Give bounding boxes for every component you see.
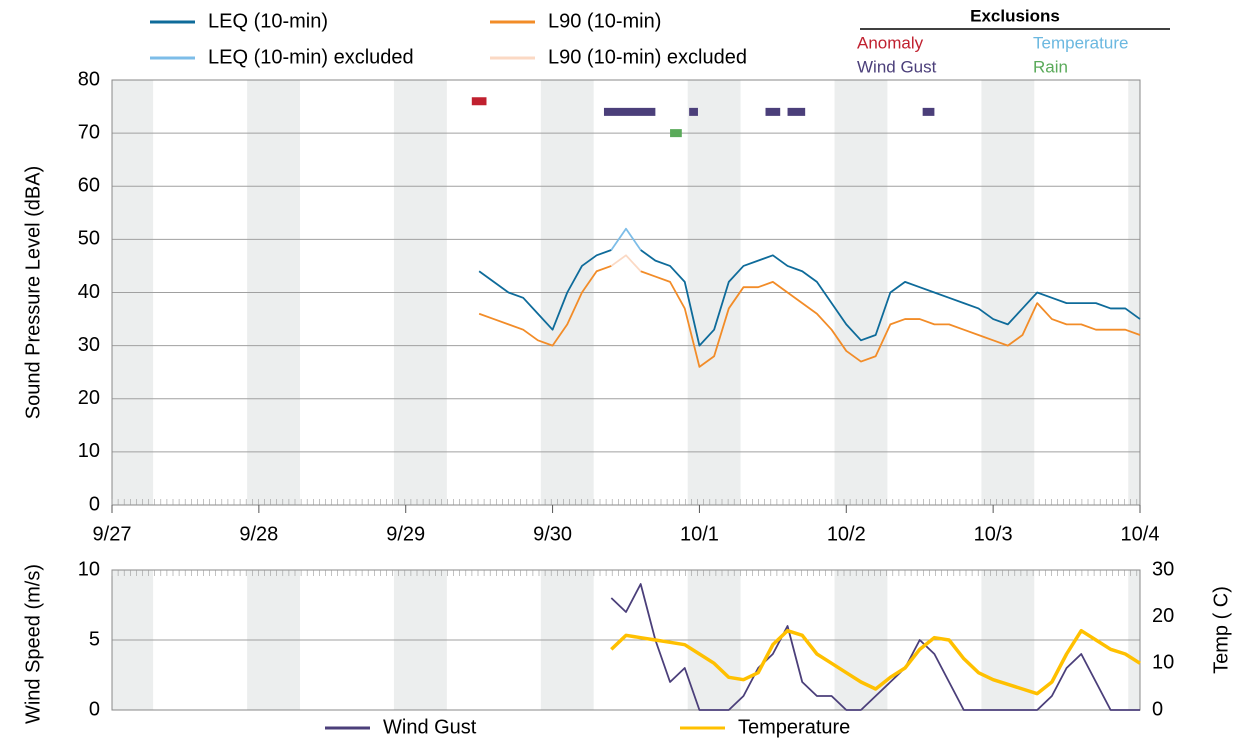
x-tick-label: 9/29 — [386, 523, 425, 545]
y-tick-label: 10 — [78, 558, 100, 580]
exclusion-mark — [787, 107, 806, 116]
y-tick-label: 60 — [78, 175, 100, 197]
legend-label: L90 (10-min) excluded — [548, 46, 747, 68]
legend-label: LEQ (10-min) excluded — [208, 46, 414, 68]
exclusion-mark — [689, 107, 698, 116]
data-line — [478, 249, 1141, 347]
legend-label: L90 (10-min) — [548, 10, 661, 32]
y-tick-label: 70 — [78, 121, 100, 143]
exclusion-label: Anomaly — [857, 33, 924, 52]
x-tick-label: 9/27 — [93, 523, 132, 545]
y2-tick-label: 10 — [1152, 652, 1174, 674]
data-line — [610, 227, 642, 251]
y-axis-label: Sound Pressure Level (dBA) — [22, 166, 44, 419]
y-tick-label: 10 — [78, 440, 100, 462]
y-axis-label: Wind Speed (m/s) — [22, 564, 44, 724]
legend-label: LEQ (10-min) — [208, 10, 328, 32]
y-tick-label: 20 — [78, 387, 100, 409]
y2-axis-label: Temp ( C) — [1210, 586, 1232, 674]
y-tick-label: 30 — [78, 334, 100, 356]
plot-frame — [111, 569, 1141, 711]
x-tick-label: 9/30 — [533, 523, 572, 545]
y-tick-label: 0 — [89, 493, 100, 515]
exclusions-title: Exclusions — [970, 6, 1060, 25]
data-line — [610, 583, 1140, 711]
y2-tick-label: 0 — [1152, 698, 1163, 720]
x-tick-label: 9/28 — [239, 523, 278, 545]
exclusion-mark — [670, 129, 682, 138]
y-tick-label: 40 — [78, 281, 100, 303]
exclusion-mark — [922, 107, 935, 116]
legend-label: Temperature — [738, 716, 850, 738]
exclusion-label: Wind Gust — [857, 57, 937, 76]
y-tick-label: 5 — [89, 628, 100, 650]
legend-label: Wind Gust — [383, 716, 477, 738]
exclusion-mark — [765, 107, 781, 116]
y-tick-label: 50 — [78, 228, 100, 250]
exclusion-mark — [471, 97, 487, 106]
x-tick-label: 10/3 — [974, 523, 1013, 545]
x-tick-label: 10/4 — [1121, 523, 1160, 545]
x-tick-label: 10/2 — [827, 523, 866, 545]
y-tick-label: 0 — [89, 698, 100, 720]
data-line — [610, 254, 642, 272]
y2-tick-label: 20 — [1152, 605, 1174, 627]
data-line — [478, 265, 1141, 368]
exclusion-label: Temperature — [1033, 33, 1128, 52]
y-tick-label: 80 — [78, 68, 100, 90]
exclusion-mark — [603, 107, 656, 116]
plot-frame — [111, 79, 1141, 506]
y2-tick-label: 30 — [1152, 558, 1174, 580]
exclusion-label: Rain — [1033, 57, 1068, 76]
data-line — [610, 628, 1141, 696]
x-tick-label: 10/1 — [680, 523, 719, 545]
